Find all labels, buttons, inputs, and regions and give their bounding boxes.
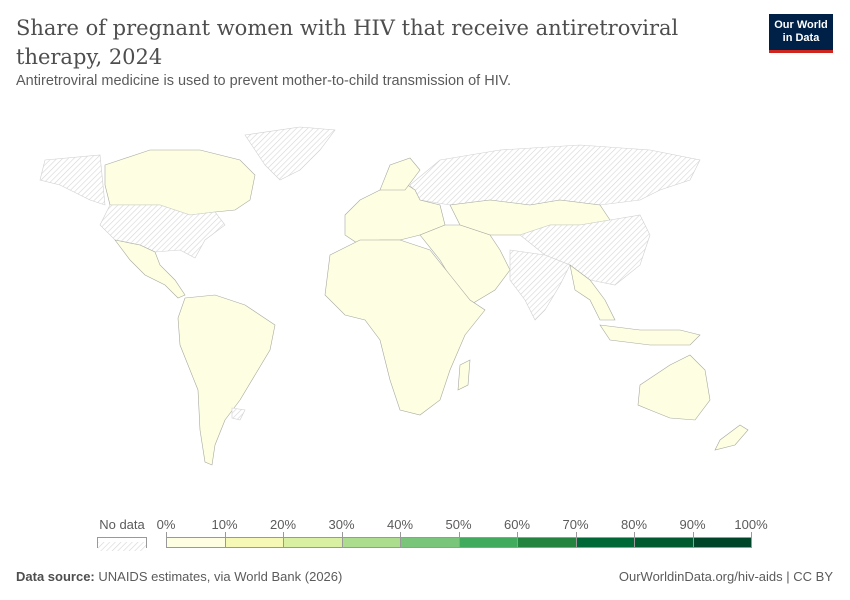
- source-url-link[interactable]: OurWorldinData.org/hiv-aids: [618, 569, 783, 584]
- color-legend: No data 0% 10% 20% 30% 40% 50% 60% 70% 80% 90% 100…: [0, 515, 850, 555]
- legend-bin-5[interactable]: [458, 537, 518, 548]
- legend-bin-8[interactable]: [634, 537, 694, 548]
- data-source: Data source: UNAIDS estimates, via World…: [16, 569, 342, 584]
- legend-bin-2[interactable]: [283, 537, 343, 548]
- region-south-america[interactable]: [177, 294, 276, 466]
- region-uruguay[interactable]: [231, 407, 246, 421]
- legend-bin-9[interactable]: [692, 537, 752, 548]
- legend-no-data-swatch[interactable]: [97, 537, 147, 551]
- region-mexico[interactable]: [114, 239, 186, 299]
- region-greenland[interactable]: [244, 126, 336, 181]
- legend-tick: [283, 532, 284, 538]
- region-new-zealand[interactable]: [714, 424, 749, 451]
- region-australia[interactable]: [637, 354, 711, 421]
- source-label: Data source:: [16, 569, 95, 584]
- legend-label: 0%: [156, 517, 176, 532]
- legend-no-data-label: No data: [99, 517, 145, 532]
- legend-bin-0[interactable]: [166, 537, 226, 548]
- legend-label: 100%: [734, 517, 768, 532]
- region-madagascar[interactable]: [457, 359, 471, 391]
- source-text: UNAIDS estimates, via World Bank (2026): [98, 569, 343, 584]
- legend-tick: [692, 532, 694, 538]
- legend-label: 20%: [269, 517, 297, 532]
- legend-label: 40%: [386, 517, 414, 532]
- legend-tick: [400, 532, 401, 538]
- chart-subtitle: Antiretroviral medicine is used to preve…: [16, 73, 512, 89]
- legend-tick: [751, 532, 752, 538]
- legend-bin-6[interactable]: [517, 537, 577, 548]
- legend-tick: [634, 532, 635, 538]
- region-indonesia[interactable]: [599, 324, 701, 346]
- owid-logo[interactable]: Our World in Data: [769, 14, 833, 53]
- legend-bin-1[interactable]: [224, 537, 284, 548]
- license-link[interactable]: CC BY: [793, 569, 833, 584]
- legend-label: 10%: [211, 517, 238, 532]
- logo-line1: Our World: [774, 19, 828, 31]
- legend-bin-4[interactable]: [400, 537, 460, 548]
- region-alaska[interactable]: [39, 154, 106, 206]
- legend-tick: [517, 532, 518, 538]
- footer-right: OurWorldinData.org/hiv-aids | CC BY: [618, 569, 833, 584]
- legend-label: 70%: [562, 517, 589, 532]
- region-russia[interactable]: [409, 144, 701, 206]
- legend-label: 80%: [620, 517, 648, 532]
- region-india[interactable]: [509, 249, 571, 321]
- chart-title: Share of pregnant women with HIV that re…: [16, 16, 679, 69]
- world-map[interactable]: [0, 110, 850, 510]
- legend-tick: [166, 532, 167, 538]
- legend-tick: [341, 532, 343, 538]
- legend-label: 60%: [503, 517, 531, 532]
- legend-tick: [575, 532, 577, 538]
- legend-tick: [224, 532, 226, 538]
- legend-bin-3[interactable]: [341, 537, 401, 548]
- logo-line2: in Data: [782, 32, 820, 44]
- legend-label: 90%: [679, 517, 706, 532]
- legend-bin-7[interactable]: [575, 537, 635, 548]
- legend-label: 30%: [328, 517, 355, 532]
- region-scandinavia[interactable]: [379, 157, 421, 191]
- region-usa[interactable]: [99, 204, 226, 259]
- region-africa[interactable]: [324, 239, 486, 416]
- legend-label: 50%: [445, 517, 472, 532]
- legend-tick: [458, 532, 460, 538]
- region-southeast-asia[interactable]: [569, 264, 616, 321]
